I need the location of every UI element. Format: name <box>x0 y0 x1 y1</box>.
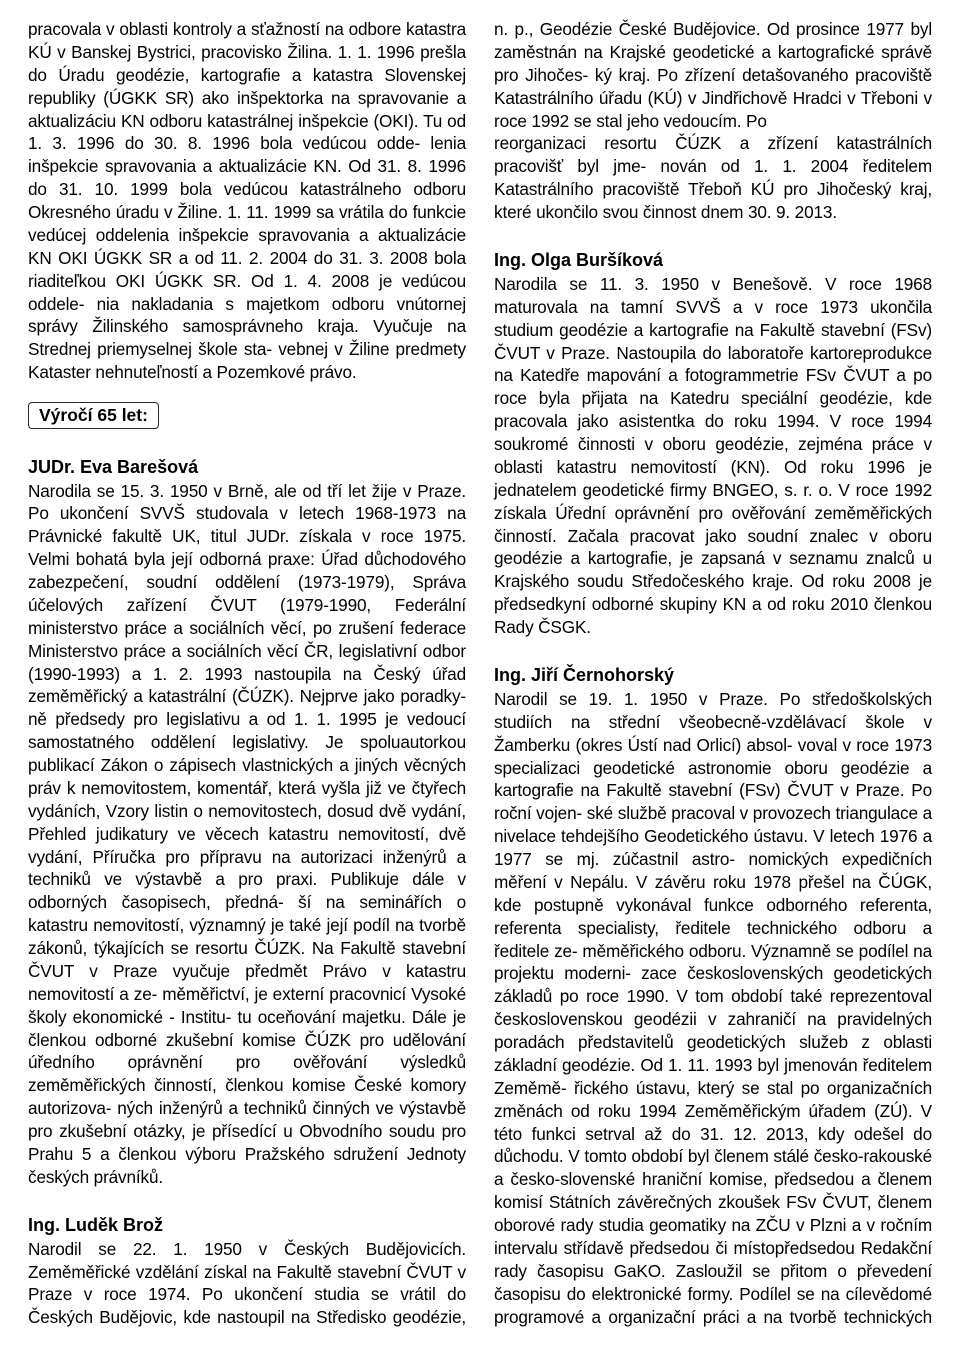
two-column-layout: pracovala v oblasti kontroly a sťažností… <box>28 18 932 1346</box>
person-cernohorsky-heading: Ing. Jiří Černohorský <box>494 665 932 686</box>
person-baresova-heading: JUDr. Eva Barešová <box>28 457 466 478</box>
person-baresova-body: Narodila se 15. 3. 1950 v Brně, ale od t… <box>28 480 466 1189</box>
intro-continuation: pracovala v oblasti kontroly a sťažností… <box>28 18 466 384</box>
person-broz-continuation: reorganizaci resortu ČÚZK a zřízení kata… <box>494 132 932 224</box>
person-broz-heading: Ing. Luděk Brož <box>28 1215 466 1236</box>
person-bursikova-heading: Ing. Olga Buršíková <box>494 250 932 271</box>
person-bursikova-body: Narodila se 11. 3. 1950 v Benešově. V ro… <box>494 273 932 639</box>
anniversary-65-badge: Výročí 65 let: <box>28 402 159 429</box>
